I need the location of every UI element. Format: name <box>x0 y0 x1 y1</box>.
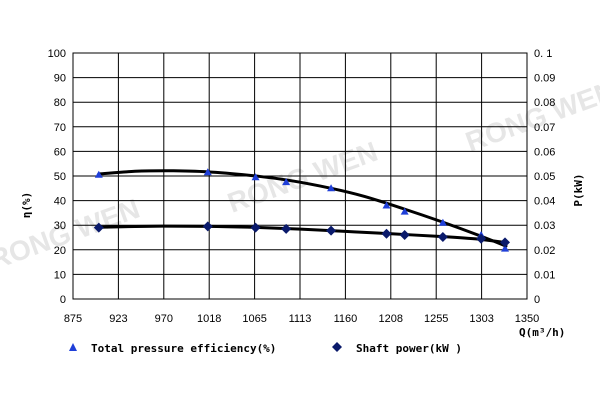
left-y-tick-label: 10 <box>54 269 66 281</box>
x-tick-label: 1160 <box>334 313 358 325</box>
watermark-right: RONG WEN <box>461 75 600 158</box>
series-layer <box>93 168 511 252</box>
left-y-tick-labels: 0 10 20 30 40 50 60 70 80 90 100 <box>48 48 66 306</box>
legend: Total pressure efficiency(%) Shaft power… <box>69 342 462 355</box>
right-y-tick-label: 0.07 <box>534 122 555 134</box>
data-point-diamond <box>381 228 392 239</box>
right-y-tick-label: 0.09 <box>534 73 555 85</box>
left-y-tick-label: 100 <box>48 48 66 60</box>
legend-label-shaft-power: Shaft power(kW ) <box>356 342 462 355</box>
right-y-tick-label: 0.03 <box>534 220 555 232</box>
right-y-tick-label: 0.06 <box>534 146 555 158</box>
x-tick-labels: 875 923 970 1018 1065 1113 1160 1208 1255 1303 135… <box>64 313 539 325</box>
legend-diamond-marker <box>332 342 342 352</box>
watermark-center: RONG WEN <box>223 136 381 219</box>
x-tick-label: 1018 <box>197 313 221 325</box>
data-point-diamond <box>399 230 410 241</box>
data-point-diamond <box>250 222 261 233</box>
data-point-diamond <box>202 221 213 232</box>
x-tick-label: 1255 <box>424 313 448 325</box>
x-tick-label: 970 <box>155 313 173 325</box>
data-point-triangle <box>400 207 409 215</box>
right-y-tick-label: 0. 1 <box>534 48 552 60</box>
x-tick-label: 1208 <box>379 313 403 325</box>
left-y-tick-label: 50 <box>54 171 66 183</box>
data-point-diamond <box>437 232 448 243</box>
grid <box>73 53 527 299</box>
left-y-tick-label: 30 <box>54 220 66 232</box>
data-point-triangle <box>501 244 510 252</box>
data-point-triangle <box>327 184 336 192</box>
data-point-diamond <box>500 237 511 248</box>
left-y-tick-label: 40 <box>54 196 66 208</box>
x-tick-label: 1065 <box>242 313 266 325</box>
legend-triangle-marker <box>69 343 77 351</box>
data-point-diamond <box>476 233 487 244</box>
data-point-triangle <box>282 178 291 186</box>
x-tick-label: 875 <box>64 313 82 325</box>
data-point-triangle <box>94 170 103 178</box>
x-tick-label: 1303 <box>469 313 493 325</box>
right-y-tick-labels: 0 0.01 0.02 0.03 0.04 0.05 0.06 0.07 0.08 0.09 0. … <box>534 48 555 306</box>
right-y-tick-label: 0.02 <box>534 245 555 257</box>
left-y-tick-label: 80 <box>54 97 66 109</box>
right-y-tick-label: 0.05 <box>534 171 555 183</box>
data-point-triangle <box>438 218 447 226</box>
x-axis-title: Q(m³/h) <box>519 326 565 339</box>
data-point-diamond <box>326 225 337 236</box>
right-y-axis-title: P(kW) <box>572 173 585 206</box>
right-y-tick-label: 0.08 <box>534 97 555 109</box>
data-point-diamond <box>93 222 104 233</box>
series-line <box>97 224 508 245</box>
series-shaft-power <box>93 221 511 248</box>
x-tick-label: 1113 <box>289 313 312 325</box>
data-point-triangle <box>382 201 391 209</box>
legend-label-efficiency: Total pressure efficiency(%) <box>91 342 276 355</box>
right-y-tick-label: 0 <box>534 294 540 306</box>
plot-frame <box>72 52 528 300</box>
x-tick-label: 1350 <box>515 313 539 325</box>
right-y-tick-label: 0.04 <box>534 196 555 208</box>
left-y-tick-label: 0 <box>60 294 66 306</box>
left-y-tick-label: 60 <box>54 146 66 158</box>
left-y-tick-label: 70 <box>54 122 66 134</box>
left-y-axis-title: η(%) <box>20 192 33 219</box>
data-point-triangle <box>251 173 260 181</box>
data-point-diamond <box>281 223 292 234</box>
x-tick-label: 923 <box>109 313 127 325</box>
data-point-triangle <box>203 168 212 176</box>
left-y-tick-label: 90 <box>54 73 66 85</box>
left-y-tick-label: 20 <box>54 245 66 257</box>
right-y-tick-label: 0.01 <box>534 269 555 281</box>
